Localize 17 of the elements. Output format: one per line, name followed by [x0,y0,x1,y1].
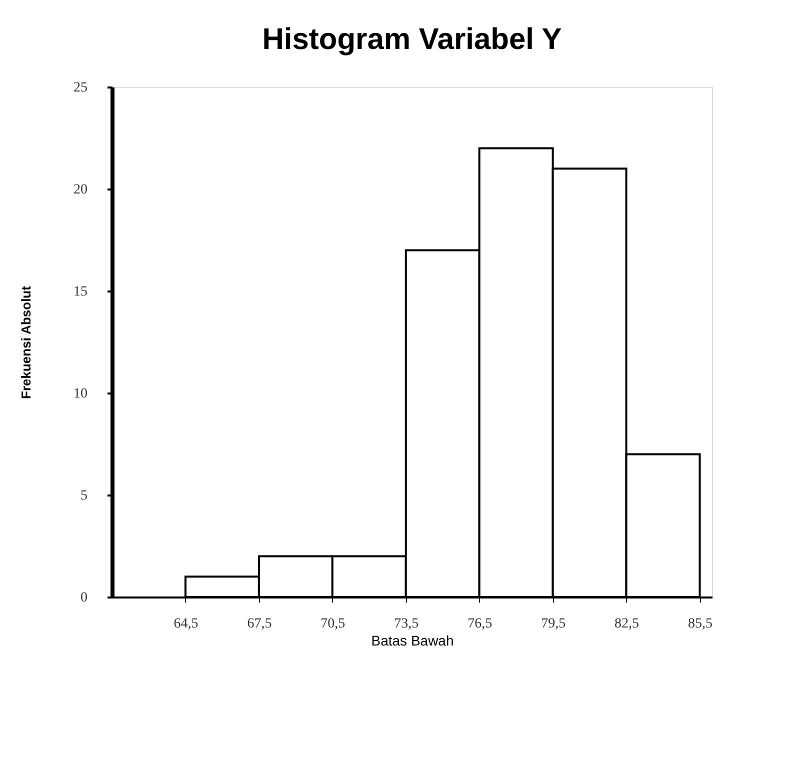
y-tick-label: 0 [80,590,88,606]
x-tick-label: 73,5 [394,616,419,632]
x-tick-label: 67,5 [247,616,272,632]
x-tick-label: 85,5 [688,616,713,632]
x-tick-label: 79,5 [541,616,566,632]
y-tick-label: 25 [74,80,88,96]
y-tick-label: 5 [80,488,88,504]
x-axis-title: Batas Bawah [371,632,454,648]
chart-title: Histogram Variabel Y [262,23,562,56]
x-tick-label: 76,5 [468,616,492,632]
y-tick-label: 10 [74,386,88,402]
y-tick-label: 15 [74,284,88,300]
x-tick-label: 70,5 [320,616,346,632]
y-tick-label: 20 [74,182,88,198]
x-tick-label: 82,5 [614,616,640,632]
x-tick-label: 64,5 [174,616,198,632]
y-axis-title: Frekuensi Absolut [18,285,34,399]
